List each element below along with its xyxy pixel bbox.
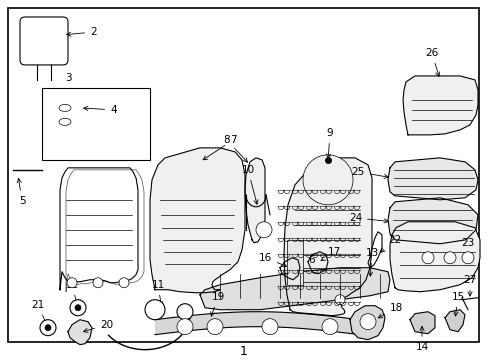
Circle shape bbox=[93, 278, 103, 288]
Text: 16: 16 bbox=[258, 253, 286, 267]
Ellipse shape bbox=[59, 118, 71, 125]
Polygon shape bbox=[200, 268, 389, 310]
Polygon shape bbox=[387, 198, 477, 244]
Circle shape bbox=[321, 319, 337, 335]
Text: 11: 11 bbox=[151, 280, 164, 306]
Polygon shape bbox=[402, 76, 477, 135]
Circle shape bbox=[40, 320, 56, 336]
Polygon shape bbox=[284, 158, 371, 316]
Polygon shape bbox=[387, 158, 477, 200]
Text: 17: 17 bbox=[321, 247, 341, 261]
Circle shape bbox=[119, 278, 129, 288]
Bar bbox=[286, 240, 303, 285]
Text: 6: 6 bbox=[293, 253, 314, 265]
Circle shape bbox=[334, 295, 345, 305]
Circle shape bbox=[45, 325, 51, 331]
Text: 7: 7 bbox=[203, 135, 236, 160]
Circle shape bbox=[177, 319, 193, 335]
Text: 19: 19 bbox=[210, 292, 224, 316]
Circle shape bbox=[461, 252, 473, 264]
Circle shape bbox=[70, 300, 86, 316]
Text: 18: 18 bbox=[378, 303, 403, 318]
FancyBboxPatch shape bbox=[20, 17, 68, 65]
Circle shape bbox=[262, 319, 278, 335]
Text: 4: 4 bbox=[83, 105, 116, 115]
Polygon shape bbox=[349, 306, 384, 340]
Polygon shape bbox=[409, 312, 434, 334]
Polygon shape bbox=[244, 158, 264, 243]
Text: 21: 21 bbox=[31, 300, 47, 324]
Circle shape bbox=[177, 304, 193, 320]
Text: 14: 14 bbox=[414, 327, 428, 352]
Text: 2: 2 bbox=[66, 27, 97, 37]
Polygon shape bbox=[68, 320, 92, 345]
Text: 10: 10 bbox=[241, 165, 258, 204]
Polygon shape bbox=[389, 222, 479, 292]
Circle shape bbox=[145, 300, 164, 320]
Circle shape bbox=[359, 314, 375, 330]
Text: 20: 20 bbox=[83, 320, 113, 332]
Bar bbox=[42, 88, 150, 160]
Text: 25: 25 bbox=[351, 167, 387, 179]
Text: 1: 1 bbox=[240, 345, 247, 358]
Circle shape bbox=[303, 155, 352, 205]
Text: 5: 5 bbox=[17, 179, 25, 206]
Circle shape bbox=[75, 305, 81, 311]
Text: 24: 24 bbox=[348, 213, 387, 223]
Circle shape bbox=[256, 222, 271, 238]
Text: 23: 23 bbox=[461, 238, 474, 261]
Text: 26: 26 bbox=[425, 48, 439, 76]
Text: 13: 13 bbox=[365, 248, 378, 276]
Text: 27: 27 bbox=[463, 275, 476, 296]
Circle shape bbox=[206, 319, 223, 335]
Polygon shape bbox=[150, 148, 244, 293]
Text: 12: 12 bbox=[65, 280, 79, 304]
Circle shape bbox=[421, 252, 433, 264]
Text: 9: 9 bbox=[326, 128, 333, 158]
Text: 3: 3 bbox=[64, 73, 71, 83]
Ellipse shape bbox=[59, 104, 71, 111]
Circle shape bbox=[67, 278, 77, 288]
Text: 15: 15 bbox=[450, 292, 464, 316]
Text: 8: 8 bbox=[223, 135, 247, 162]
Polygon shape bbox=[444, 310, 464, 332]
Circle shape bbox=[443, 252, 455, 264]
Text: 22: 22 bbox=[380, 235, 401, 252]
